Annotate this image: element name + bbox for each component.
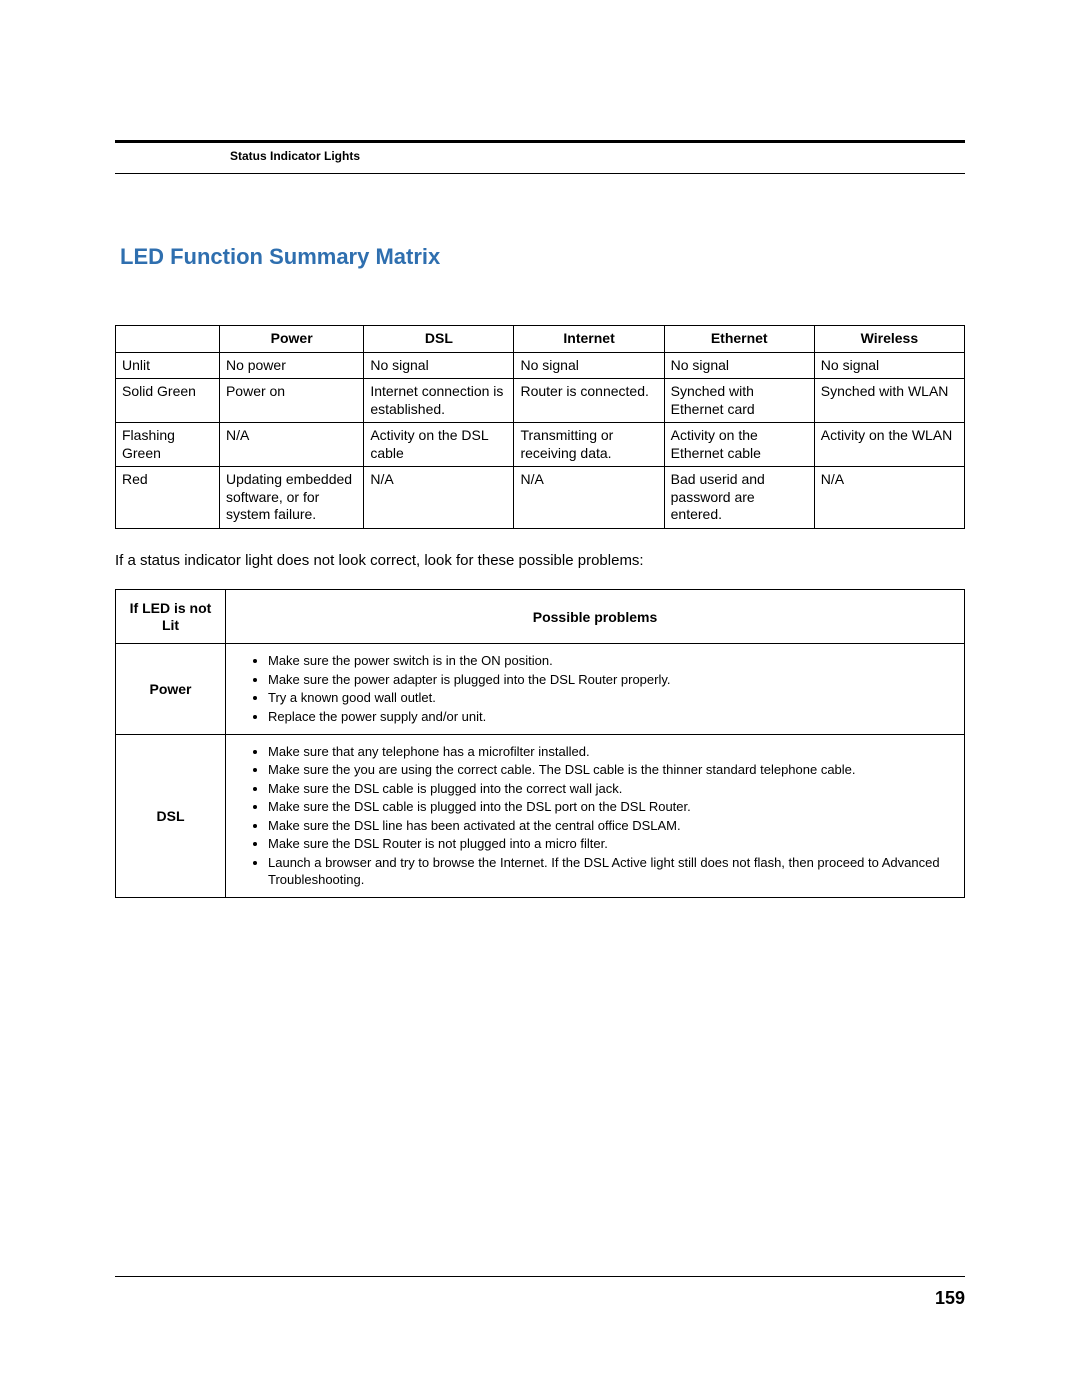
matrix-body: Unlit No power No signal No signal No si…	[116, 352, 965, 528]
matrix-cell: No signal	[514, 352, 664, 379]
bullet-item: Make sure the power adapter is plugged i…	[268, 671, 954, 689]
problems-row-label: DSL	[116, 734, 226, 897]
bullet-item: Launch a browser and try to browse the I…	[268, 854, 954, 889]
problems-body: Power Make sure the power switch is in t…	[116, 644, 965, 898]
bullet-item: Make sure that any telephone has a micro…	[268, 743, 954, 761]
matrix-state: Red	[116, 467, 220, 529]
matrix-cell: N/A	[514, 467, 664, 529]
bullet-item: Replace the power supply and/or unit.	[268, 708, 954, 726]
bullet-item: Make sure the you are using the correct …	[268, 761, 954, 779]
matrix-cell: No power	[219, 352, 363, 379]
matrix-cell: No signal	[364, 352, 514, 379]
header-thin-rule	[115, 173, 965, 174]
matrix-header-ethernet: Ethernet	[664, 326, 814, 353]
matrix-cell: Router is connected.	[514, 379, 664, 423]
problems-row-power: Power Make sure the power switch is in t…	[116, 644, 965, 734]
matrix-cell: N/A	[219, 423, 363, 467]
matrix-header-row: Power DSL Internet Ethernet Wireless	[116, 326, 965, 353]
bullet-list: Make sure that any telephone has a micro…	[254, 743, 954, 889]
problems-row-dsl: DSL Make sure that any telephone has a m…	[116, 734, 965, 897]
footer-rule	[115, 1276, 965, 1277]
header-section-label: Status Indicator Lights	[230, 149, 965, 163]
problems-header-led: If LED is not Lit	[116, 589, 226, 644]
matrix-header-power: Power	[219, 326, 363, 353]
matrix-state: Unlit	[116, 352, 220, 379]
matrix-cell: Activity on the Ethernet cable	[664, 423, 814, 467]
matrix-row-flashing-green: Flashing Green N/A Activity on the DSL c…	[116, 423, 965, 467]
matrix-header-internet: Internet	[514, 326, 664, 353]
led-matrix-table: Power DSL Internet Ethernet Wireless Unl…	[115, 325, 965, 529]
document-page: Status Indicator Lights LED Function Sum…	[0, 0, 1080, 1397]
matrix-cell: Internet connection is established.	[364, 379, 514, 423]
matrix-state: Solid Green	[116, 379, 220, 423]
bullet-item: Make sure the power switch is in the ON …	[268, 652, 954, 670]
matrix-header-dsl: DSL	[364, 326, 514, 353]
matrix-cell: No signal	[664, 352, 814, 379]
matrix-cell: Transmitting or receiving data.	[514, 423, 664, 467]
problems-row-bullets: Make sure the power switch is in the ON …	[226, 644, 965, 734]
problems-row-label: Power	[116, 644, 226, 734]
matrix-cell: Updating embedded software, or for syste…	[219, 467, 363, 529]
matrix-row-red: Red Updating embedded software, or for s…	[116, 467, 965, 529]
matrix-cell: Power on	[219, 379, 363, 423]
bullet-item: Try a known good wall outlet.	[268, 689, 954, 707]
matrix-header-wireless: Wireless	[814, 326, 964, 353]
matrix-cell: Activity on the WLAN	[814, 423, 964, 467]
matrix-row-solid-green: Solid Green Power on Internet connection…	[116, 379, 965, 423]
bullet-item: Make sure the DSL cable is plugged into …	[268, 798, 954, 816]
matrix-cell: Synched with WLAN	[814, 379, 964, 423]
bullet-item: Make sure the DSL line has been activate…	[268, 817, 954, 835]
bullet-item: Make sure the DSL cable is plugged into …	[268, 780, 954, 798]
intertext-paragraph: If a status indicator light does not loo…	[115, 551, 965, 571]
matrix-cell: Synched with Ethernet card	[664, 379, 814, 423]
bullet-item: Make sure the DSL Router is not plugged …	[268, 835, 954, 853]
problems-row-bullets: Make sure that any telephone has a micro…	[226, 734, 965, 897]
problems-head: If LED is not Lit Possible problems	[116, 589, 965, 644]
section-title: LED Function Summary Matrix	[120, 244, 965, 270]
problems-table: If LED is not Lit Possible problems Powe…	[115, 589, 965, 898]
matrix-row-unlit: Unlit No power No signal No signal No si…	[116, 352, 965, 379]
matrix-cell: Bad userid and password are entered.	[664, 467, 814, 529]
matrix-state: Flashing Green	[116, 423, 220, 467]
matrix-header-blank	[116, 326, 220, 353]
matrix-cell: No signal	[814, 352, 964, 379]
bullet-list: Make sure the power switch is in the ON …	[254, 652, 954, 725]
matrix-cell: Activity on the DSL cable	[364, 423, 514, 467]
matrix-cell: N/A	[364, 467, 514, 529]
matrix-head: Power DSL Internet Ethernet Wireless	[116, 326, 965, 353]
problems-header-prob: Possible problems	[226, 589, 965, 644]
matrix-cell: N/A	[814, 467, 964, 529]
top-thick-rule	[115, 140, 965, 143]
problems-header-row: If LED is not Lit Possible problems	[116, 589, 965, 644]
page-number: 159	[935, 1288, 965, 1309]
